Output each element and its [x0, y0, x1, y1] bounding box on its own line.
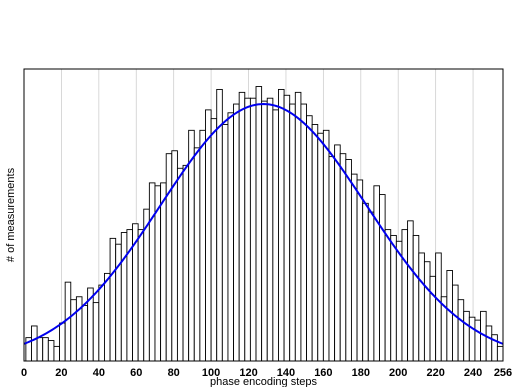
- x-tick-label: 220: [426, 367, 444, 379]
- histogram-bar: [244, 97, 251, 362]
- histogram-bar: [446, 270, 453, 362]
- x-tick-label: 160: [314, 367, 332, 379]
- histogram-bar: [474, 319, 481, 362]
- x-axis-label: phase encoding steps: [210, 376, 318, 387]
- x-tick-label: 0: [21, 367, 27, 379]
- histogram-bar: [47, 340, 55, 362]
- y-axis-label: # of measurements: [5, 167, 17, 262]
- histogram-bar: [143, 208, 150, 362]
- histogram-bar: [485, 325, 493, 362]
- histogram-bar: [311, 124, 319, 362]
- histogram-bar: [362, 202, 369, 362]
- histogram-bar: [339, 153, 347, 362]
- x-tick-label: 180: [352, 367, 370, 379]
- histogram-bar: [452, 284, 459, 362]
- histogram-bar: [322, 129, 330, 362]
- histogram-bar: [210, 118, 218, 362]
- histogram-bar: [36, 337, 44, 362]
- histogram-bar: [300, 103, 307, 362]
- histogram-bar: [429, 275, 437, 362]
- histogram-bar: [266, 97, 274, 362]
- histogram-bar: [261, 100, 268, 362]
- histogram-bar: [463, 310, 470, 362]
- histogram-bar: [233, 103, 240, 362]
- histogram-bar: [289, 103, 296, 362]
- histogram-bar: [205, 109, 212, 362]
- x-tick-label: 200: [389, 367, 407, 379]
- histogram-bar: [31, 325, 38, 362]
- histogram-bar: [182, 164, 190, 362]
- histogram-bar: [92, 302, 100, 362]
- histogram-bar: [334, 144, 341, 362]
- histogram-bar: [255, 86, 263, 362]
- histogram-bar: [238, 91, 246, 362]
- histogram-bar: [435, 252, 442, 362]
- histogram-bar: [457, 299, 465, 362]
- histogram-bar: [468, 316, 476, 362]
- histogram-bar: [496, 345, 504, 362]
- histogram-bar: [193, 147, 201, 362]
- fit-curve-line: [23, 103, 504, 345]
- gaussian-fit-curve: [23, 103, 504, 345]
- histogram-bar: [53, 345, 61, 362]
- histogram-bar: [216, 88, 223, 362]
- histogram-bar: [109, 237, 117, 362]
- histogram-bar: [283, 94, 291, 362]
- histogram-bar: [64, 281, 72, 362]
- histogram-bar: [104, 272, 111, 362]
- histogram-bar: [306, 115, 313, 362]
- histogram-bar: [70, 299, 77, 362]
- x-tick-label: 256: [494, 367, 512, 379]
- x-tick-label: 140: [277, 367, 295, 379]
- x-tick-label: 60: [130, 367, 142, 379]
- histogram-bar: [278, 88, 285, 362]
- histogram-bar: [59, 322, 66, 362]
- histogram-bar: [120, 232, 128, 362]
- histogram-bar: [390, 234, 397, 362]
- plot-frame: [23, 68, 504, 362]
- histogram-bars: [25, 86, 504, 362]
- histogram-bar: [412, 234, 420, 362]
- histogram-bar: [367, 211, 375, 362]
- histogram-bar: [401, 229, 409, 362]
- histogram-bar: [137, 229, 145, 362]
- histogram-bar: [328, 156, 336, 362]
- histogram-bar: [356, 179, 364, 362]
- histogram-bar: [350, 173, 358, 362]
- x-axis-ticks: 0 20 40 60 80 100 120 140 160 180 200 220 240 256: [21, 367, 512, 379]
- histogram-bar: [165, 153, 173, 362]
- histogram-bar: [176, 167, 184, 362]
- x-tick-label: 100: [202, 367, 220, 379]
- histogram-bar: [188, 129, 195, 362]
- histogram-bar: [407, 220, 414, 362]
- histogram-bar: [418, 252, 425, 362]
- histogram-bar: [317, 132, 324, 362]
- x-tick-label: 80: [168, 367, 180, 379]
- x-tick-label: 240: [464, 367, 482, 379]
- histogram-bar: [221, 124, 229, 362]
- histogram-bar: [81, 305, 89, 362]
- histogram-bar: [199, 129, 206, 362]
- x-tick-label: 120: [239, 367, 257, 379]
- histogram-bar: [148, 182, 156, 362]
- histogram-bar: [160, 182, 167, 362]
- histogram-bar: [227, 112, 235, 362]
- x-tick-label: 20: [55, 367, 67, 379]
- histogram-bar: [42, 337, 49, 362]
- histogram-bar: [384, 229, 392, 362]
- histogram-bar: [294, 91, 302, 362]
- histogram-bar: [249, 97, 257, 362]
- histogram-bar: [379, 194, 386, 362]
- x-tick-label: 40: [93, 367, 105, 379]
- histogram-bar: [345, 159, 352, 362]
- histogram-bar: [272, 109, 279, 362]
- histogram-bar: [98, 284, 105, 362]
- histogram-bar: [423, 261, 431, 362]
- histogram-bar: [395, 240, 403, 362]
- histogram-bar: [373, 185, 380, 362]
